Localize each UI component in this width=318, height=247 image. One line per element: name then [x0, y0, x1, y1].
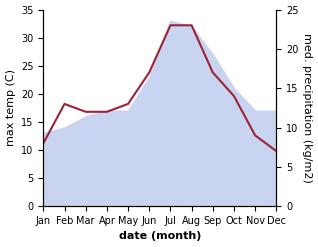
Y-axis label: max temp (C): max temp (C): [5, 69, 16, 146]
Y-axis label: med. precipitation (kg/m2): med. precipitation (kg/m2): [302, 33, 313, 183]
X-axis label: date (month): date (month): [119, 231, 201, 242]
